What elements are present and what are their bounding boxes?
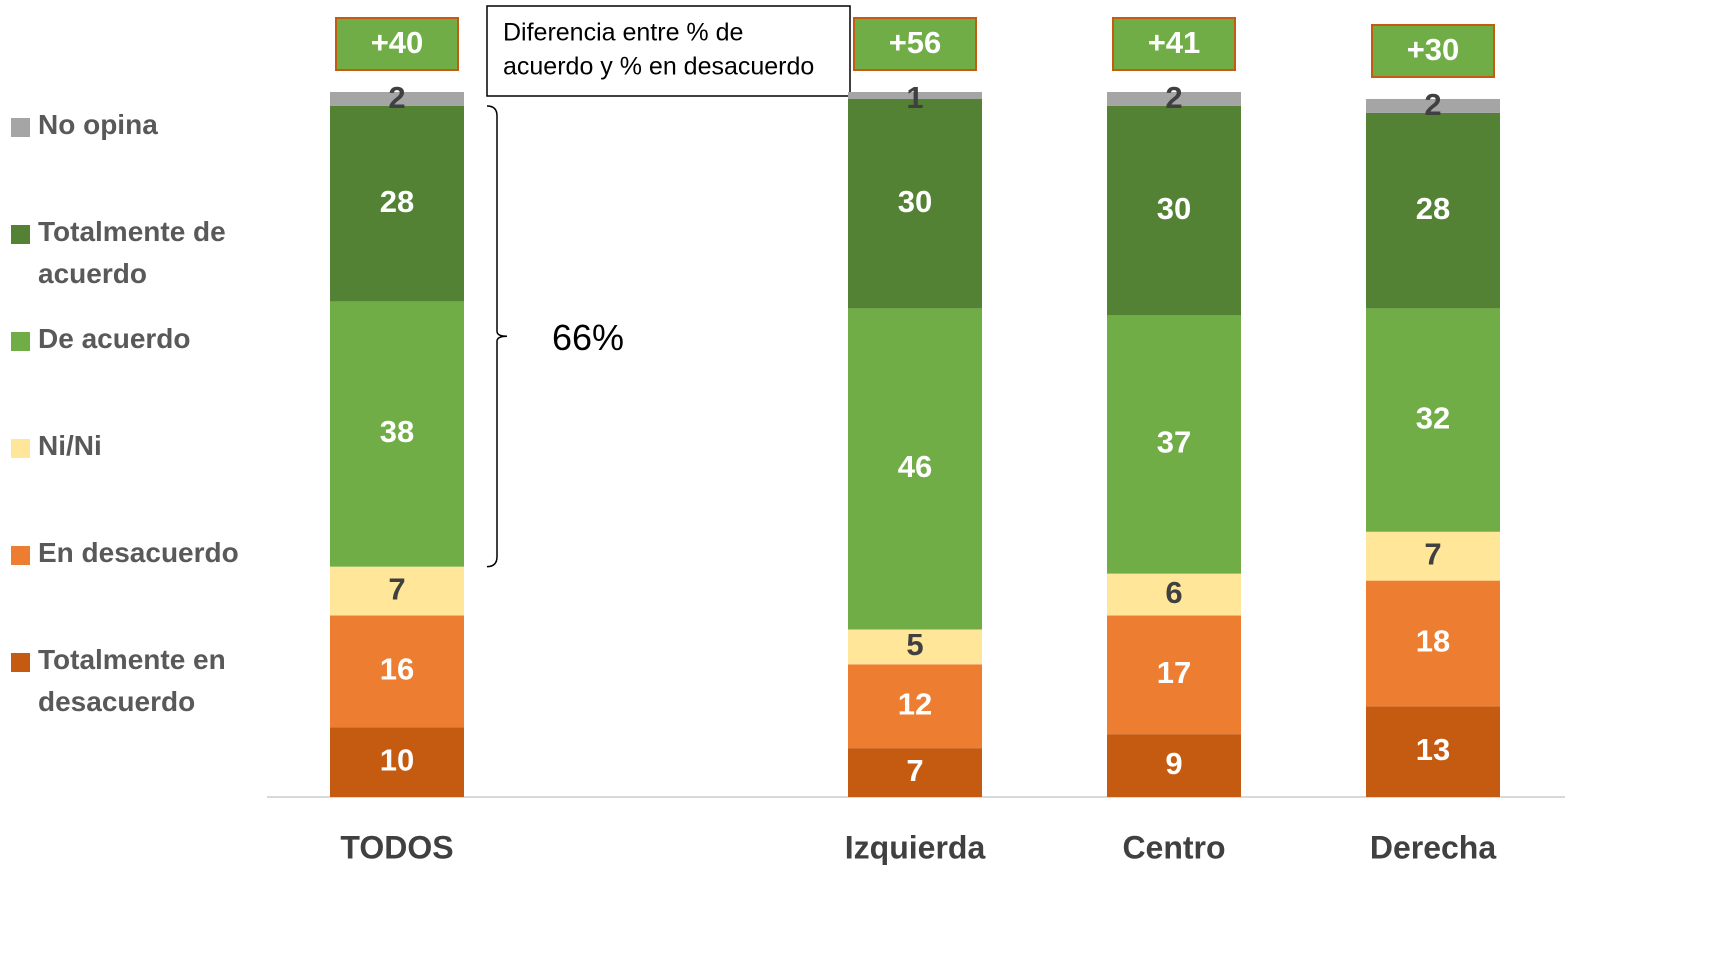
- bar-segment: [330, 566, 464, 616]
- bar-segment: [848, 748, 982, 797]
- legend-label: De acuerdo: [38, 323, 191, 354]
- bar-segment: [848, 92, 982, 99]
- bar-segment: [1107, 573, 1241, 616]
- data-label: 28: [1416, 191, 1450, 226]
- annotation-text: Diferencia entre % de: [503, 19, 743, 47]
- bar-segment: [1366, 706, 1500, 797]
- difference-box: [853, 17, 977, 71]
- legend-label: En desacuerdo: [38, 537, 239, 568]
- bar-segment: [1366, 98, 1500, 113]
- data-label: 32: [1416, 400, 1450, 435]
- legend-swatch: [11, 118, 30, 137]
- data-label: 12: [898, 686, 932, 721]
- bar-segment: [1107, 105, 1241, 316]
- bracket: [486, 105, 508, 568]
- x-tick-label: Izquierda: [845, 829, 986, 865]
- annotation-box: [486, 5, 851, 97]
- data-label: 13: [1416, 732, 1450, 767]
- data-label: 6: [1165, 575, 1182, 610]
- data-label: 30: [898, 184, 932, 219]
- bar-segment: [330, 615, 464, 728]
- data-label: 37: [1157, 425, 1191, 460]
- data-label: 2: [1165, 80, 1182, 115]
- difference-label: +56: [889, 25, 942, 60]
- difference-label: +41: [1148, 25, 1201, 60]
- bar-segment: [848, 664, 982, 749]
- bar-segment: [1366, 112, 1500, 309]
- legend-label: Totalmente de acuerdo: [38, 216, 226, 289]
- data-label: 46: [898, 449, 932, 484]
- difference-box: [335, 17, 459, 71]
- bar-segment: [1107, 734, 1241, 797]
- legend-swatch: [11, 653, 30, 672]
- data-label: 7: [388, 571, 405, 606]
- data-label: 2: [1424, 87, 1441, 122]
- difference-label: +30: [1407, 32, 1460, 67]
- data-label: 1: [906, 80, 923, 115]
- legend-swatch: [11, 225, 30, 244]
- bar-segment: [330, 105, 464, 302]
- data-label: 9: [1165, 746, 1182, 781]
- bracket-label: 66%: [552, 317, 624, 358]
- data-label: 16: [380, 652, 414, 687]
- data-label: 30: [1157, 191, 1191, 226]
- data-label: 28: [380, 184, 414, 219]
- x-tick-label: Derecha: [1370, 829, 1497, 865]
- data-label: 7: [906, 753, 923, 788]
- bar-segment: [330, 92, 464, 106]
- data-label: 2: [388, 80, 405, 115]
- bar-segment: [1366, 580, 1500, 707]
- bar-segment: [848, 98, 982, 309]
- legend-label: Ni/Ni: [38, 430, 102, 461]
- legend-label: No opina: [38, 109, 158, 140]
- data-label: 18: [1416, 624, 1450, 659]
- difference-label: +40: [371, 25, 424, 60]
- bar-segment: [1366, 531, 1500, 581]
- data-label: 17: [1157, 655, 1191, 690]
- bar-segment: [1107, 92, 1241, 106]
- bar-segment: [330, 301, 464, 567]
- bar-segment: [1107, 315, 1241, 574]
- legend-swatch: [11, 332, 30, 351]
- annotation-text: acuerdo y % en desacuerdo: [503, 53, 814, 81]
- bar-segment: [848, 308, 982, 630]
- difference-box: [1112, 17, 1236, 71]
- legend-swatch: [11, 546, 30, 565]
- legend-swatch: [11, 439, 30, 458]
- bar-segment: [330, 727, 464, 797]
- x-tick-label: TODOS: [340, 829, 453, 865]
- bar-segment: [848, 629, 982, 665]
- data-label: 38: [380, 414, 414, 449]
- bar-segment: [1107, 615, 1241, 735]
- data-label: 7: [1424, 536, 1441, 571]
- x-tick-label: Centro: [1122, 829, 1225, 865]
- bar-segment: [1366, 308, 1500, 532]
- data-label: 5: [906, 627, 923, 662]
- legend-label: Totalmente en desacuerdo: [38, 644, 226, 717]
- data-label: 10: [380, 742, 414, 777]
- difference-box: [1371, 23, 1495, 78]
